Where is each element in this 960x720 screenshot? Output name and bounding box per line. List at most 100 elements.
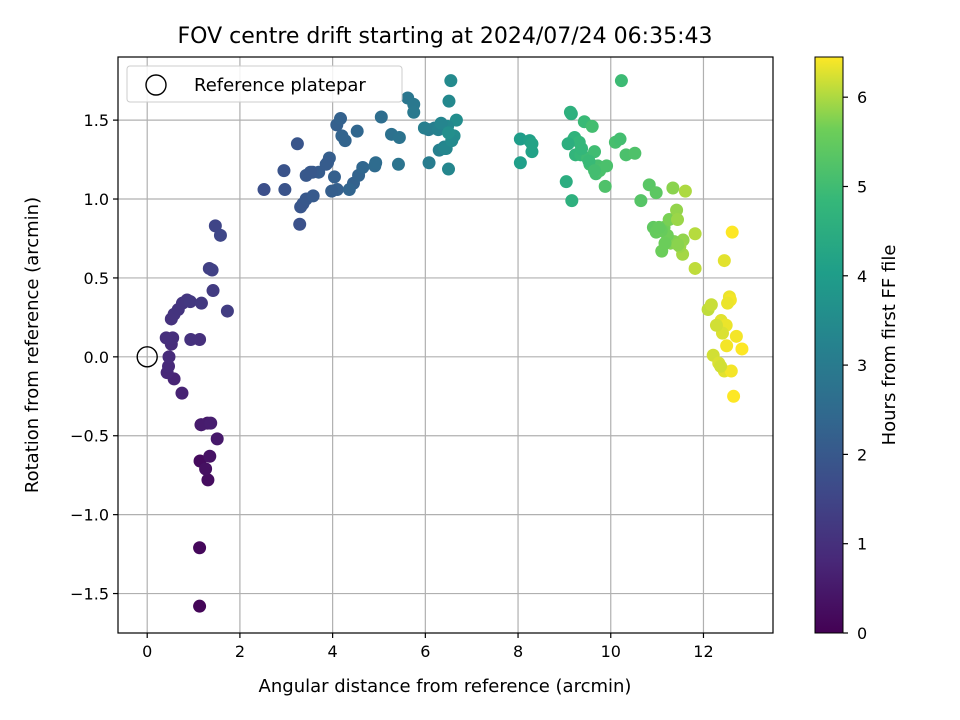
scatter-point [325, 184, 339, 198]
scatter-point [559, 175, 573, 189]
y-tick-label: 0.0 [84, 348, 109, 367]
scatter-point [614, 74, 628, 88]
scatter-point [565, 194, 579, 208]
x-tick-label: 6 [420, 642, 430, 661]
colorbar-gradient [814, 56, 844, 634]
scatter-point [649, 186, 663, 200]
scatter-point [162, 359, 176, 373]
y-tick-label: 0.5 [84, 269, 109, 288]
scatter-point [391, 157, 405, 171]
scatter-point [513, 156, 527, 170]
colorbar-tick-label: 2 [857, 445, 867, 464]
scatter-point [184, 332, 198, 346]
scatter-point [725, 225, 739, 239]
scatter-point [714, 359, 728, 373]
scatter-point [356, 160, 370, 174]
scatter-point [727, 389, 741, 403]
scatter-point [442, 126, 456, 140]
scatter-point [162, 350, 176, 364]
data-points [159, 74, 749, 613]
scatter-point [666, 181, 680, 195]
colorbar-tick-label: 0 [857, 624, 867, 643]
x-tick-label: 8 [513, 642, 523, 661]
scatter-point [688, 227, 702, 241]
scatter-point [729, 329, 743, 343]
x-tick-label: 0 [142, 642, 152, 661]
scatter-point [338, 134, 352, 148]
scatter-point [613, 132, 627, 146]
chart-title: FOV centre drift starting at 2024/07/24 … [178, 24, 713, 49]
scatter-point [525, 137, 539, 151]
scatter-point [374, 110, 388, 124]
scatter-point [717, 254, 731, 268]
scatter-point [442, 94, 456, 108]
scatter-point [257, 183, 271, 197]
scatter-point [206, 284, 220, 298]
colorbar: 0 1 2 3 4 5 6 Hours from first FF file [814, 56, 900, 643]
scatter-point [293, 217, 307, 231]
scatter-point [721, 296, 735, 310]
scatter-point [369, 156, 383, 170]
scatter-point [671, 213, 685, 227]
scatter-point [628, 146, 642, 160]
scatter-point [220, 304, 234, 318]
scatter-point [201, 473, 215, 487]
scatter-point [407, 105, 421, 119]
reference-marker-layer [136, 346, 158, 368]
y-tick-label: −0.5 [70, 427, 109, 446]
y-axis-ticks: −1.5 −1.0 −0.5 0.0 0.5 1.0 1.5 [70, 111, 118, 604]
scatter-point [183, 295, 197, 309]
colorbar-tick-label: 3 [857, 356, 867, 375]
y-tick-label: −1.5 [70, 585, 109, 604]
scatter-point [720, 339, 734, 353]
scatter-point [278, 183, 292, 197]
scatter-point [678, 184, 692, 198]
scatter-point [210, 432, 224, 446]
scatter-point [585, 119, 599, 133]
colorbar-label: Hours from first FF file [879, 245, 900, 446]
scatter-point [205, 263, 219, 277]
colorbar-tick-label: 6 [857, 88, 867, 107]
scatter-point [392, 130, 406, 144]
x-tick-label: 2 [235, 642, 245, 661]
y-tick-label: −1.0 [70, 506, 109, 525]
colorbar-ticks: 0 1 2 3 4 5 6 [843, 88, 867, 643]
scatter-point [350, 124, 364, 138]
x-tick-label: 4 [328, 642, 338, 661]
scatter-point [175, 386, 189, 400]
scatter-point [327, 170, 341, 184]
scatter-point [204, 416, 218, 430]
legend: Reference platepar [126, 65, 403, 103]
scatter-point [588, 145, 602, 159]
scatter-point [290, 137, 304, 151]
scatter-point [582, 154, 596, 168]
x-tick-label: 12 [693, 642, 713, 661]
reference-point-marker [136, 346, 158, 368]
scatter-point [735, 342, 749, 356]
scatter-point [342, 183, 356, 197]
scatter-point [634, 194, 648, 208]
scatter-point [724, 364, 738, 378]
y-tick-label: 1.5 [84, 111, 109, 130]
colorbar-tick-label: 5 [857, 177, 867, 196]
scatter-point [709, 318, 723, 332]
colorbar-tick-label: 1 [857, 535, 867, 554]
scatter-point [434, 116, 448, 130]
scatter-point [671, 238, 685, 252]
scatter-point [442, 162, 456, 176]
scatter-point [561, 137, 575, 151]
scatter-point [277, 164, 291, 178]
scatter-point [321, 156, 335, 170]
scatter-point [598, 179, 612, 193]
colorbar-tick-label: 4 [857, 267, 867, 286]
scatter-point [417, 121, 431, 135]
scatter-point [575, 142, 589, 156]
scatter-point [193, 541, 207, 555]
scatter-point [422, 156, 436, 170]
plot-frame [117, 56, 774, 634]
scatter-point [334, 112, 348, 126]
y-tick-label: 1.0 [84, 190, 109, 209]
scatter-point [652, 220, 666, 234]
scatter-point [159, 331, 173, 345]
